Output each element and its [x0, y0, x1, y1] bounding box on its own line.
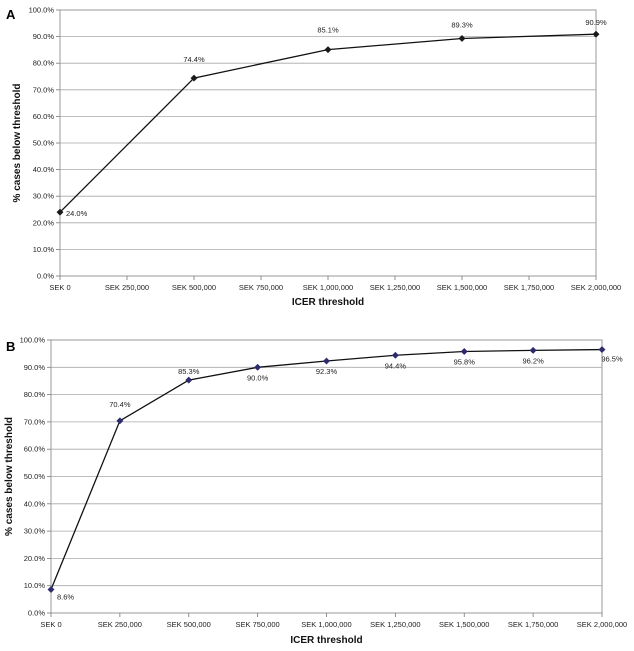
data-label: 96.5%	[601, 355, 623, 364]
data-label: 89.3%	[451, 20, 473, 29]
y-tick-label: 50.0%	[33, 139, 55, 148]
y-tick-label: 30.0%	[24, 527, 46, 536]
data-point-marker	[391, 351, 399, 359]
data-label: 96.2%	[522, 356, 544, 365]
x-tick-label: SEK 1,000,000	[301, 620, 351, 629]
x-tick-label: SEK 500,000	[167, 620, 211, 629]
data-label: 94.4%	[385, 361, 407, 370]
data-point-marker	[458, 34, 466, 43]
data-point-marker	[529, 346, 537, 354]
y-tick-label: 0.0%	[28, 609, 45, 618]
x-tick-label: SEK 500,000	[172, 283, 216, 292]
x-tick-label: SEK 1,250,000	[370, 283, 420, 292]
y-tick-label: 70.0%	[33, 85, 55, 94]
data-label: 8.6%	[57, 593, 74, 602]
data-label: 85.3%	[178, 367, 200, 376]
x-tick-label: SEK 2,000,000	[577, 620, 627, 629]
data-point-marker	[254, 363, 262, 371]
chart-panel-a: 0.0% 10.0% 20.0% 30.0% 40.0% 50.0% 60.0% 70.0% 8…	[6, 6, 621, 309]
data-point-marker	[322, 357, 331, 365]
data-label: 85.1%	[317, 26, 339, 35]
y-tick-label: 70.0%	[24, 417, 46, 426]
y-tick-label: 0.0%	[37, 272, 54, 281]
data-label: 92.3%	[316, 367, 338, 376]
y-tick-label: 60.0%	[33, 112, 55, 121]
y-tick-label: 30.0%	[33, 192, 55, 201]
x-tick-label: SEK 1,750,000	[508, 620, 558, 629]
data-label: 70.4%	[109, 400, 131, 409]
y-tick-label: 90.0%	[24, 363, 46, 372]
x-tick-label: SEK 1,750,000	[504, 283, 554, 292]
data-point-marker	[598, 346, 606, 354]
y-tick-label: 50.0%	[24, 472, 46, 481]
y-tick-label: 80.0%	[33, 59, 55, 68]
y-tick-label: 20.0%	[24, 554, 46, 563]
y-tick-label: 100.0%	[29, 6, 55, 15]
x-tick-label: SEK 250,000	[98, 620, 142, 629]
data-point-marker	[56, 208, 64, 216]
data-label: 95.8%	[454, 357, 476, 366]
x-tick-label: SEK 750,000	[239, 283, 283, 292]
y-tick-label: 90.0%	[33, 32, 55, 41]
y-tick-label: 10.0%	[33, 245, 55, 254]
y-tick-label: 60.0%	[24, 445, 46, 454]
x-tick-label: SEK 1,500,000	[437, 283, 487, 292]
data-label: 24.0%	[66, 209, 88, 218]
data-point-marker	[116, 417, 124, 425]
y-tick-label: 80.0%	[24, 390, 46, 399]
y-axis-title: % cases below threshold	[12, 84, 23, 203]
y-tick-label: 40.0%	[33, 165, 55, 174]
y-axis-title: % cases below threshold	[4, 417, 15, 536]
data-label: 74.4%	[183, 55, 205, 64]
data-point-marker	[592, 30, 600, 38]
chart-panel-b: 0.0% 10.0% 20.0% 30.0% 40.0% 50.0% 60.0% 70.0% 8…	[4, 336, 627, 647]
data-point-marker	[47, 585, 55, 594]
data-point-marker	[185, 376, 193, 384]
x-axis-title: ICER threshold	[290, 635, 362, 646]
x-axis-title: ICER threshold	[292, 297, 364, 308]
x-tick-label: SEK 1,250,000	[370, 620, 420, 629]
x-tick-label: SEK 1,000,000	[303, 283, 353, 292]
y-tick-label: 100.0%	[20, 336, 46, 345]
data-point-marker	[460, 347, 468, 356]
x-tick-label: SEK 0	[40, 620, 61, 629]
x-tick-label: SEK 0	[49, 283, 70, 292]
data-label: 90.0%	[247, 373, 269, 382]
panel-label: A	[6, 7, 16, 22]
y-tick-label: 40.0%	[24, 499, 46, 508]
y-tick-label: 20.0%	[33, 218, 55, 227]
x-tick-label: SEK 250,000	[105, 283, 149, 292]
data-point-marker	[324, 46, 332, 54]
x-tick-label: SEK 2,000,000	[571, 283, 621, 292]
data-point-marker	[190, 74, 198, 82]
x-tick-label: SEK 750,000	[236, 620, 280, 629]
x-tick-label: SEK 1,500,000	[439, 620, 489, 629]
panel-label: B	[6, 339, 15, 354]
y-tick-label: 10.0%	[24, 581, 46, 590]
data-label: 90.9%	[585, 18, 607, 27]
